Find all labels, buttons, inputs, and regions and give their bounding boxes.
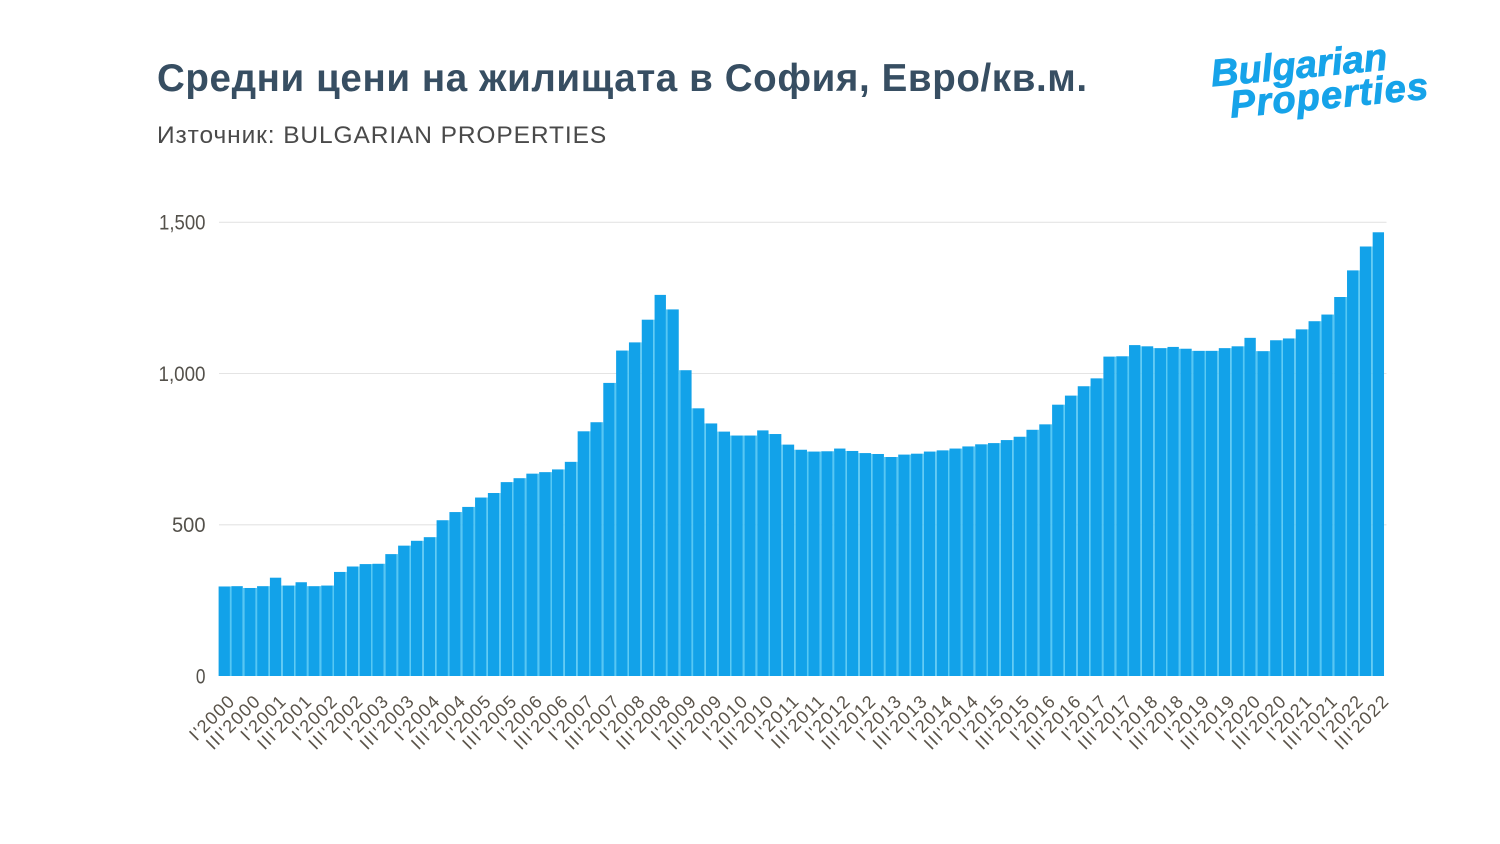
svg-text:1,000: 1,000 <box>159 363 206 386</box>
svg-text:500: 500 <box>172 514 206 537</box>
svg-text:0: 0 <box>196 665 206 688</box>
svg-text:1,500: 1,500 <box>159 212 206 235</box>
